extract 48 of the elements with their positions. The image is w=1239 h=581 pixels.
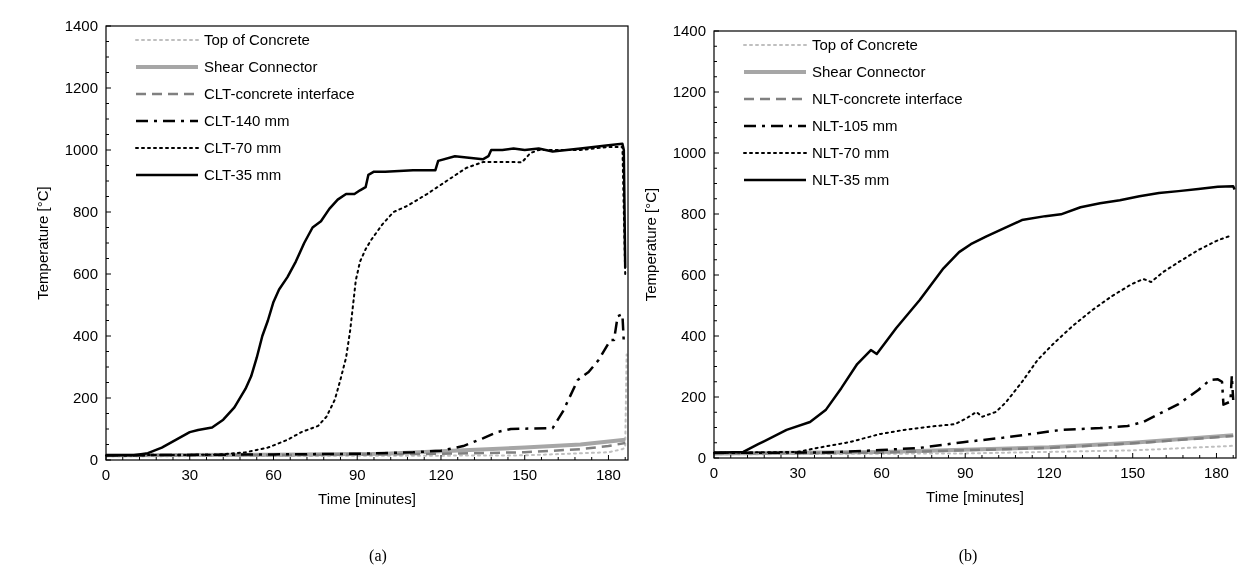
- legend-label: NLT-70 mm: [812, 144, 890, 161]
- y-tick-label: 800: [72, 203, 98, 220]
- y-tick-label: 1400: [672, 22, 706, 39]
- legend-label: CLT-concrete interface: [204, 85, 355, 102]
- legend-label: Top of Concrete: [812, 36, 918, 53]
- y-axis-title: Temperature [°C]: [642, 187, 659, 302]
- legend-label: Shear Connector: [812, 63, 926, 80]
- y-tick-label: 0: [697, 449, 706, 466]
- x-tick-label: 120: [428, 466, 454, 483]
- x-tick-label: 0: [709, 464, 719, 481]
- x-tick-label: 150: [512, 466, 538, 483]
- legend-label: NLT-35 mm: [812, 171, 890, 188]
- x-tick-label: 150: [1120, 464, 1146, 481]
- y-tick-label: 400: [72, 327, 98, 344]
- y-tick-label: 1000: [64, 141, 98, 158]
- x-tick-label: 60: [873, 464, 890, 481]
- y-tick-label: 400: [680, 327, 706, 344]
- text: (b): [958, 547, 978, 565]
- legend-label: NLT-105 mm: [812, 117, 898, 134]
- x-tick-label: 90: [956, 464, 974, 481]
- y-tick-label: 600: [680, 266, 706, 283]
- x-tick-label: 60: [265, 466, 282, 483]
- legend-label: NLT-concrete interface: [812, 90, 963, 107]
- x-tick-label: 180: [595, 466, 621, 483]
- y-tick-label: 1200: [672, 83, 706, 100]
- text: (a): [369, 547, 387, 565]
- legend-label: CLT-35 mm: [204, 166, 282, 183]
- y-tick-label: 200: [680, 388, 706, 405]
- x-axis-title: Time [minutes]: [318, 490, 416, 507]
- y-tick-label: 1200: [64, 79, 98, 96]
- y-axis-title: Temperature [°C]: [34, 186, 51, 300]
- y-tick-label: 0: [89, 451, 98, 468]
- x-tick-label: 180: [1203, 464, 1229, 481]
- x-axis-title: Time [minutes]: [926, 488, 1024, 505]
- y-tick-label: 1000: [672, 144, 706, 161]
- legend-label: Shear Connector: [204, 58, 318, 75]
- legend-label: Top of Concrete: [204, 31, 310, 48]
- x-tick-label: 0: [101, 466, 111, 483]
- y-tick-label: 600: [72, 265, 98, 282]
- y-tick-label: 200: [72, 389, 98, 406]
- x-tick-label: 90: [348, 466, 366, 483]
- x-tick-label: 120: [1036, 464, 1062, 481]
- legend-label: CLT-140 mm: [204, 112, 290, 129]
- x-tick-label: 30: [181, 466, 199, 483]
- y-tick-label: 1400: [64, 17, 98, 34]
- x-tick-label: 30: [789, 464, 807, 481]
- legend-label: CLT-70 mm: [204, 139, 282, 156]
- y-tick-label: 800: [680, 205, 706, 222]
